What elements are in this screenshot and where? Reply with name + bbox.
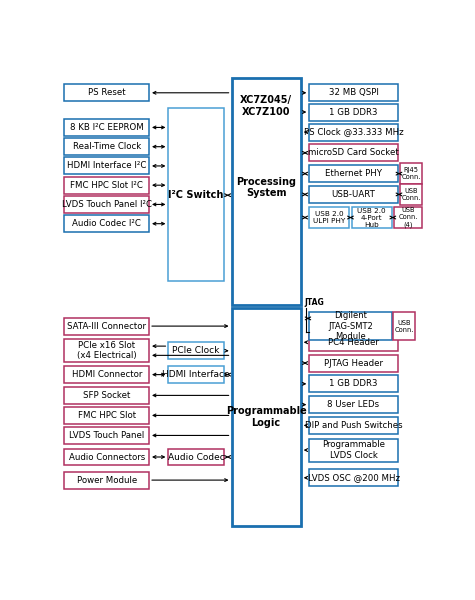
- Text: Ethernet PHY: Ethernet PHY: [325, 169, 382, 178]
- Text: PS Clock @33.333 MHz: PS Clock @33.333 MHz: [304, 128, 403, 137]
- Bar: [309, 165, 398, 182]
- Text: 8 KB I²C EEPROM: 8 KB I²C EEPROM: [70, 123, 143, 132]
- Text: Digilent
JTAG-SMT2
Module: Digilent JTAG-SMT2 Module: [328, 311, 373, 341]
- Text: PC4 Header: PC4 Header: [328, 338, 379, 347]
- Bar: [65, 339, 149, 362]
- Text: Real-Time Clock: Real-Time Clock: [73, 142, 141, 151]
- Bar: [309, 312, 392, 340]
- Bar: [309, 104, 398, 121]
- Text: Processing
System: Processing System: [236, 176, 296, 198]
- Text: XC7Z045/
XC7Z100: XC7Z045/ XC7Z100: [240, 95, 292, 116]
- Bar: [393, 312, 415, 340]
- Bar: [168, 366, 224, 383]
- Bar: [309, 396, 398, 413]
- Text: USB 2.0
ULPI PHY: USB 2.0 ULPI PHY: [313, 211, 345, 224]
- Text: Audio Codec: Audio Codec: [168, 452, 225, 461]
- Bar: [65, 427, 149, 444]
- Text: Audio Codec I²C: Audio Codec I²C: [72, 219, 141, 228]
- Text: microSD Card Socket: microSD Card Socket: [308, 148, 399, 157]
- Bar: [65, 449, 149, 466]
- Bar: [168, 342, 224, 359]
- Bar: [231, 308, 301, 526]
- Bar: [65, 366, 149, 383]
- Bar: [309, 469, 398, 486]
- Bar: [168, 108, 224, 281]
- Bar: [65, 215, 149, 232]
- Bar: [65, 472, 149, 488]
- Bar: [65, 157, 149, 175]
- Bar: [65, 177, 149, 194]
- Bar: [352, 207, 392, 229]
- Text: USB
Conn.
(4): USB Conn. (4): [398, 207, 418, 228]
- Text: FMC HPC Slot: FMC HPC Slot: [78, 411, 136, 420]
- Bar: [231, 78, 301, 305]
- Bar: [309, 124, 398, 140]
- Text: PS Reset: PS Reset: [88, 88, 125, 97]
- Bar: [400, 163, 422, 184]
- Text: HDMI Connector: HDMI Connector: [72, 370, 142, 379]
- Text: 32 MB QSPI: 32 MB QSPI: [329, 88, 379, 97]
- Text: PJTAG Header: PJTAG Header: [324, 359, 383, 368]
- Text: HDMI Interface I²C: HDMI Interface I²C: [67, 161, 146, 170]
- Bar: [65, 138, 149, 155]
- Text: USB-UART: USB-UART: [332, 190, 375, 199]
- Bar: [309, 145, 398, 161]
- Bar: [309, 85, 398, 101]
- Bar: [309, 334, 398, 351]
- Bar: [309, 207, 349, 229]
- Bar: [65, 196, 149, 213]
- Bar: [394, 207, 422, 229]
- Text: 1 GB DDR3: 1 GB DDR3: [329, 379, 378, 388]
- Bar: [400, 184, 422, 205]
- Bar: [309, 376, 398, 392]
- Text: HDMI Interface: HDMI Interface: [162, 370, 230, 379]
- Bar: [309, 417, 398, 434]
- Text: LVDS Touch Panel I²C: LVDS Touch Panel I²C: [62, 200, 152, 209]
- Bar: [309, 186, 398, 203]
- Bar: [309, 439, 398, 461]
- Text: DIP and Push Switches: DIP and Push Switches: [305, 421, 402, 430]
- Text: JTAG: JTAG: [304, 298, 323, 307]
- Text: PCIe x16 Slot
(x4 Electrical): PCIe x16 Slot (x4 Electrical): [77, 341, 137, 361]
- Text: RJ45
Conn.: RJ45 Conn.: [401, 167, 420, 180]
- Text: Power Module: Power Module: [76, 476, 137, 485]
- Bar: [65, 317, 149, 335]
- Text: LVDS OSC @200 MHz: LVDS OSC @200 MHz: [307, 473, 399, 482]
- Bar: [309, 355, 398, 371]
- Text: USB
Conn.: USB Conn.: [394, 320, 414, 332]
- Bar: [65, 119, 149, 136]
- Text: SATA-III Connector: SATA-III Connector: [67, 322, 146, 331]
- Text: SFP Socket: SFP Socket: [83, 391, 131, 400]
- Text: Programmable
LVDS Clock: Programmable LVDS Clock: [322, 440, 385, 460]
- Bar: [168, 449, 224, 466]
- Text: 1 GB DDR3: 1 GB DDR3: [329, 107, 378, 116]
- Text: 8 User LEDs: 8 User LEDs: [327, 400, 380, 409]
- Bar: [65, 387, 149, 404]
- Text: Audio Connectors: Audio Connectors: [68, 452, 145, 461]
- Text: PCIe Clock: PCIe Clock: [172, 346, 220, 355]
- Bar: [65, 407, 149, 424]
- Text: USB
Conn.: USB Conn.: [401, 188, 420, 201]
- Text: FMC HPC Slot I²C: FMC HPC Slot I²C: [70, 181, 143, 190]
- Text: Programmable
Logic: Programmable Logic: [226, 406, 306, 428]
- Text: I²C Switch: I²C Switch: [169, 190, 224, 200]
- Text: LVDS Touch Panel: LVDS Touch Panel: [69, 431, 144, 440]
- Text: USB 2.0
4-Port
Hub: USB 2.0 4-Port Hub: [357, 208, 386, 227]
- Bar: [65, 85, 149, 101]
